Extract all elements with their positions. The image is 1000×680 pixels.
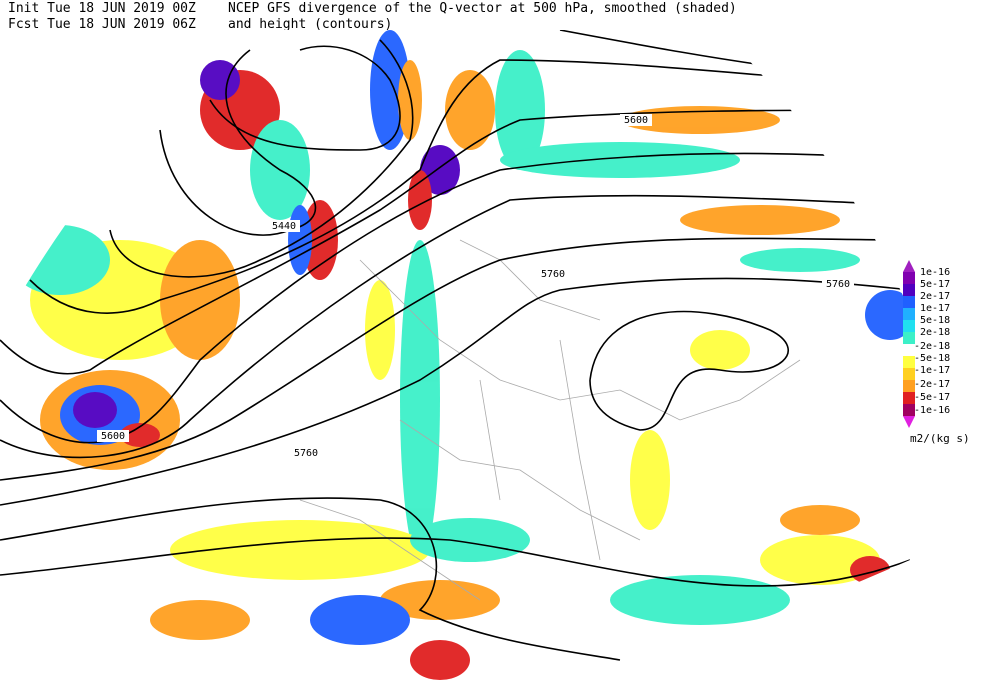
contour-label: 5760 bbox=[826, 279, 850, 290]
init-line: Init Tue 18 JUN 2019 00Z bbox=[8, 1, 196, 16]
legend-label: 5e-18 bbox=[920, 315, 950, 326]
legend-label: 1e-16 bbox=[920, 267, 950, 278]
subtitle: and height (contours) bbox=[228, 17, 392, 32]
legend-units: m2/(kg s) bbox=[910, 432, 970, 445]
legend-label: -2e-18 bbox=[914, 341, 950, 352]
contour-label: 5440 bbox=[272, 221, 296, 232]
legend-label: 2e-17 bbox=[920, 291, 950, 302]
contour-label: 5760 bbox=[294, 448, 318, 459]
contour-labels: 5600 5440 5760 5760 5600 5760 bbox=[97, 114, 854, 459]
legend-label: -1e-16 bbox=[914, 405, 950, 416]
legend-label: 5e-17 bbox=[920, 279, 950, 290]
contour-label: 5760 bbox=[541, 269, 565, 280]
legend-label: -5e-18 bbox=[914, 353, 950, 364]
legend-label: 1e-17 bbox=[920, 303, 950, 314]
legend-label: -2e-17 bbox=[914, 379, 950, 390]
title: NCEP GFS divergence of the Q-vector at 5… bbox=[228, 1, 737, 16]
contour-label: 5600 bbox=[101, 431, 125, 442]
colorbar-labels: 1e-16 5e-17 2e-17 1e-17 5e-18 2e-18 -2e-… bbox=[910, 267, 970, 445]
legend-label: -1e-17 bbox=[914, 365, 950, 376]
colorbar bbox=[903, 260, 915, 428]
legend-label: 2e-18 bbox=[920, 327, 950, 338]
legend-label: -5e-17 bbox=[914, 392, 950, 403]
contour-label: 5600 bbox=[624, 115, 648, 126]
fcst-line: Fcst Tue 18 JUN 2019 06Z bbox=[8, 17, 196, 32]
